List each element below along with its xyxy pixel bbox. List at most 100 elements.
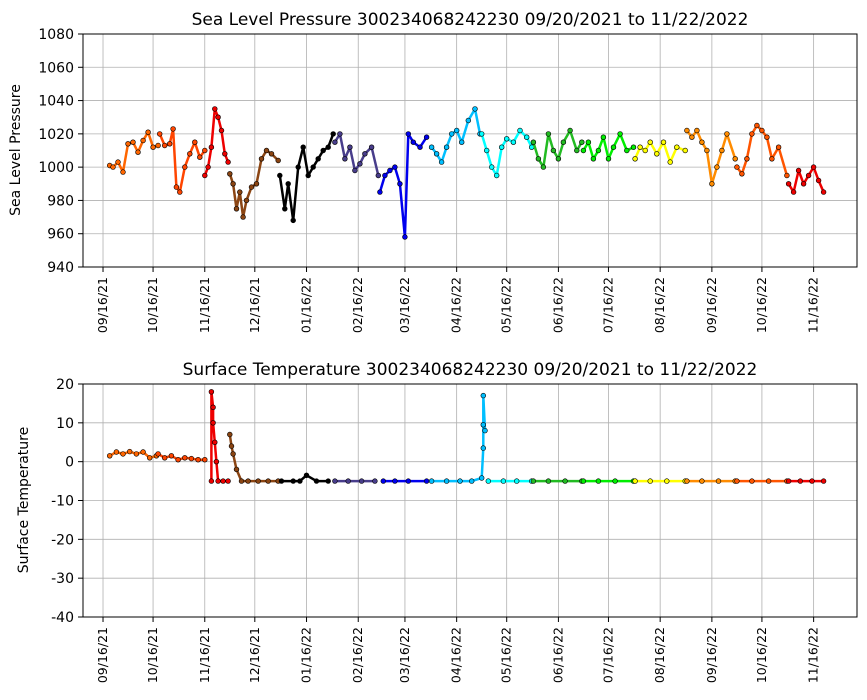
data-point bbox=[479, 131, 485, 137]
data-point bbox=[332, 478, 338, 484]
data-point bbox=[610, 144, 617, 150]
data-point bbox=[754, 122, 760, 129]
data-point bbox=[580, 147, 587, 154]
data-point bbox=[443, 478, 450, 484]
data-point bbox=[469, 478, 475, 484]
series-line bbox=[109, 130, 159, 174]
data-point bbox=[175, 457, 181, 463]
y-tick-label: 1020 bbox=[38, 127, 74, 143]
data-point bbox=[480, 422, 486, 428]
y-tick-label: 10 bbox=[56, 416, 74, 432]
data-point bbox=[784, 172, 790, 179]
data-point bbox=[347, 144, 353, 150]
data-point bbox=[500, 478, 507, 484]
data-point bbox=[162, 142, 168, 149]
data-point bbox=[815, 177, 822, 184]
data-point bbox=[699, 478, 705, 484]
data-point bbox=[110, 164, 116, 170]
data-point bbox=[282, 206, 288, 212]
data-point bbox=[297, 478, 303, 484]
data-point bbox=[375, 172, 381, 179]
data-point bbox=[694, 127, 700, 134]
x-tick-label: 03/16/22 bbox=[397, 277, 412, 333]
data-point bbox=[590, 156, 597, 162]
data-point bbox=[485, 478, 491, 484]
x-tick-label: 11/16/22 bbox=[806, 277, 821, 333]
data-point bbox=[210, 404, 216, 410]
data-point bbox=[567, 127, 573, 134]
data-point bbox=[170, 126, 176, 132]
data-point bbox=[202, 172, 208, 179]
data-point bbox=[689, 134, 695, 140]
data-point bbox=[173, 184, 180, 190]
data-point bbox=[278, 478, 285, 484]
data-point bbox=[345, 478, 351, 484]
data-point bbox=[205, 164, 211, 170]
data-point bbox=[295, 164, 301, 170]
data-point bbox=[210, 420, 216, 426]
data-point bbox=[133, 451, 140, 457]
y-tick-label: 980 bbox=[47, 193, 74, 209]
data-point bbox=[654, 151, 660, 157]
data-point bbox=[684, 478, 690, 484]
data-point bbox=[759, 127, 765, 134]
data-point bbox=[428, 144, 435, 150]
data-point bbox=[449, 131, 455, 137]
data-point bbox=[330, 131, 336, 137]
data-point bbox=[480, 445, 486, 451]
series-line bbox=[582, 132, 635, 161]
y-axis-label: Sea Level Pressure bbox=[8, 84, 24, 216]
data-point bbox=[734, 478, 740, 484]
data-point bbox=[167, 141, 173, 147]
data-point bbox=[562, 478, 568, 484]
data-point bbox=[405, 478, 411, 484]
data-point bbox=[513, 478, 520, 484]
data-point bbox=[202, 147, 208, 154]
data-point bbox=[222, 151, 228, 157]
data-point bbox=[303, 472, 310, 478]
data-point bbox=[739, 171, 745, 177]
data-point bbox=[560, 139, 567, 145]
data-point bbox=[315, 156, 321, 162]
data-point bbox=[300, 144, 306, 150]
data-point bbox=[574, 147, 580, 154]
x-tick-label: 10/16/22 bbox=[754, 627, 769, 683]
data-point bbox=[215, 114, 221, 120]
data-point bbox=[140, 137, 146, 144]
data-point bbox=[240, 214, 246, 220]
data-point bbox=[800, 181, 807, 187]
data-point bbox=[230, 181, 236, 187]
series-line bbox=[158, 127, 206, 194]
data-point bbox=[550, 147, 557, 154]
data-point bbox=[523, 134, 530, 140]
y-tick-label: 940 bbox=[47, 260, 74, 276]
y-tick-label: 0 bbox=[65, 455, 74, 471]
data-point bbox=[238, 478, 245, 484]
data-point bbox=[380, 478, 386, 484]
data-point bbox=[387, 167, 393, 174]
x-tick-label: 03/16/22 bbox=[397, 627, 412, 683]
data-point bbox=[358, 478, 365, 484]
data-point bbox=[268, 151, 275, 157]
data-point bbox=[120, 451, 126, 457]
x-tick-label: 09/16/21 bbox=[95, 277, 110, 333]
x-tick-label: 08/16/22 bbox=[652, 627, 667, 683]
axes: -40 -30 -20 -10 0 10 20 09/16/21 10/16/21 11/16/2… bbox=[51, 377, 821, 683]
data-point bbox=[579, 139, 585, 145]
data-point bbox=[182, 164, 188, 170]
data-point bbox=[382, 172, 388, 179]
data-point bbox=[785, 181, 792, 187]
data-point bbox=[417, 144, 423, 150]
data-point bbox=[135, 149, 141, 155]
data-point bbox=[215, 478, 221, 484]
grid bbox=[83, 383, 857, 618]
data-point bbox=[699, 139, 705, 145]
x-tick-label: 04/16/22 bbox=[449, 277, 464, 333]
x-tick-label: 05/16/22 bbox=[499, 627, 514, 683]
data-point bbox=[168, 453, 175, 459]
y-tick-label: -40 bbox=[51, 610, 74, 626]
data-point bbox=[647, 139, 653, 145]
y-tick-label: 1060 bbox=[38, 60, 74, 76]
y-axis-label: Surface Temperature bbox=[16, 427, 32, 573]
